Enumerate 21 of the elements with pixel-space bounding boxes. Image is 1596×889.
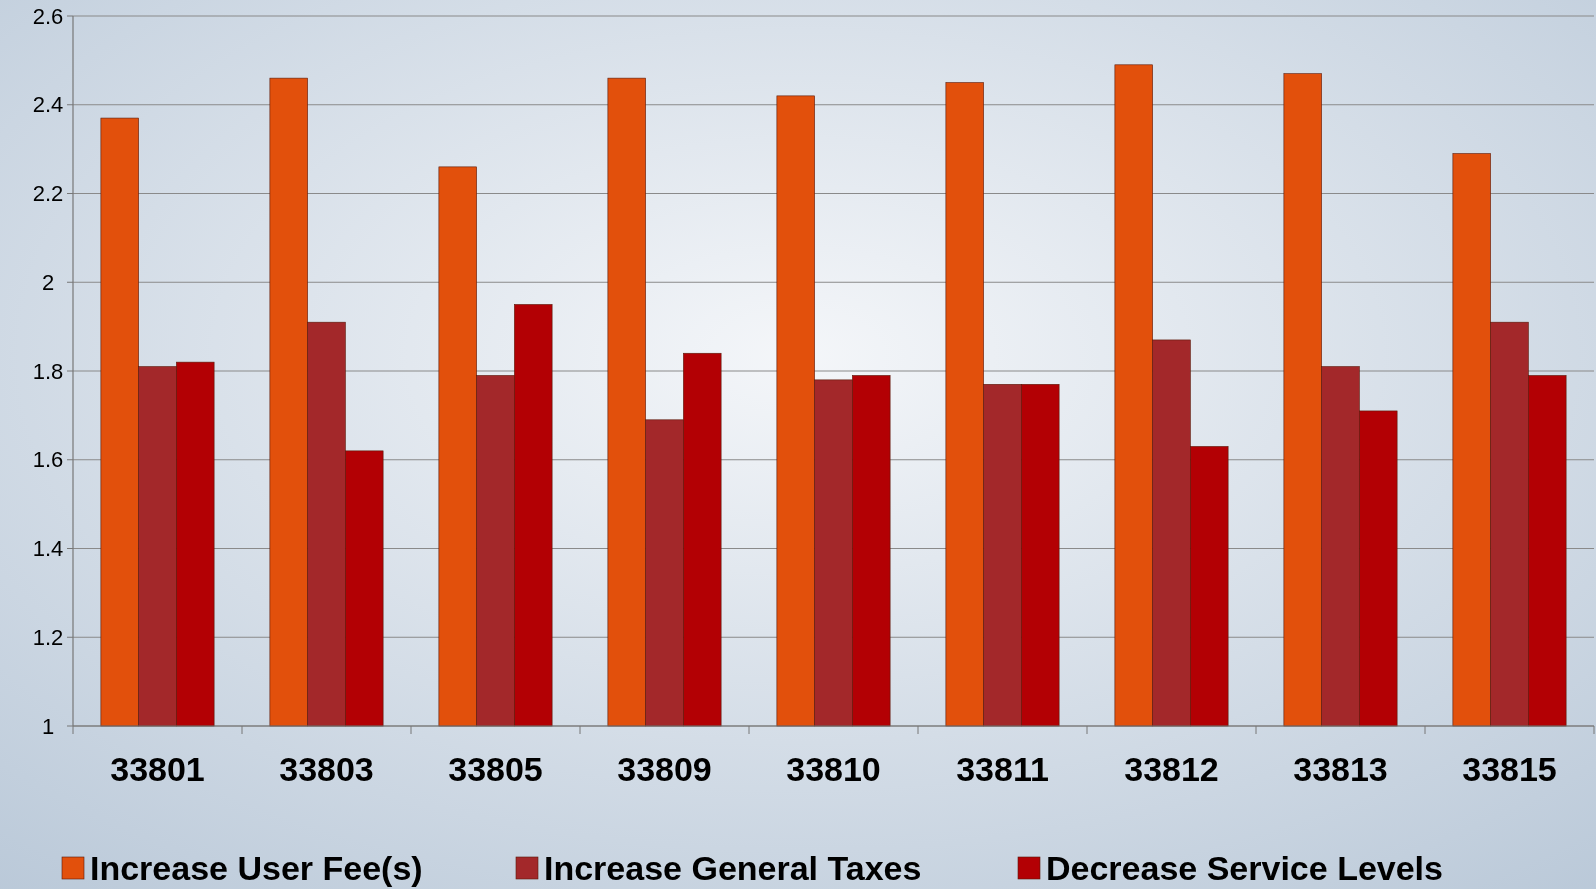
x-tick-label: 33815: [1462, 750, 1557, 788]
legend-label: Increase User Fee(s): [90, 849, 423, 887]
x-tick-label: 33812: [1124, 750, 1219, 788]
x-tick-label: 33809: [617, 750, 712, 788]
x-tick-label: 33810: [786, 750, 881, 788]
y-tick-label: 2.2: [32, 181, 64, 207]
y-tick-label: 1: [41, 713, 55, 739]
y-tick-label: 1.8: [32, 358, 64, 384]
x-tick-label: 33811: [956, 750, 1049, 788]
legend-label: Increase General Taxes: [544, 849, 922, 887]
y-tick-label: 2.6: [32, 3, 64, 29]
y-tick-label: 1.4: [32, 536, 64, 562]
y-tick-label: 2.4: [32, 92, 64, 118]
legend-label: Decrease Service Levels: [1046, 849, 1443, 887]
x-tick-label: 33801: [110, 750, 205, 788]
y-tick-label: 2: [41, 269, 55, 295]
y-tick-label: 1.6: [32, 447, 64, 473]
x-tick-label: 33813: [1293, 750, 1388, 788]
x-tick-label: 33803: [279, 750, 374, 788]
y-tick-label: 1.2: [32, 624, 64, 650]
x-tick-label: 33805: [448, 750, 543, 788]
